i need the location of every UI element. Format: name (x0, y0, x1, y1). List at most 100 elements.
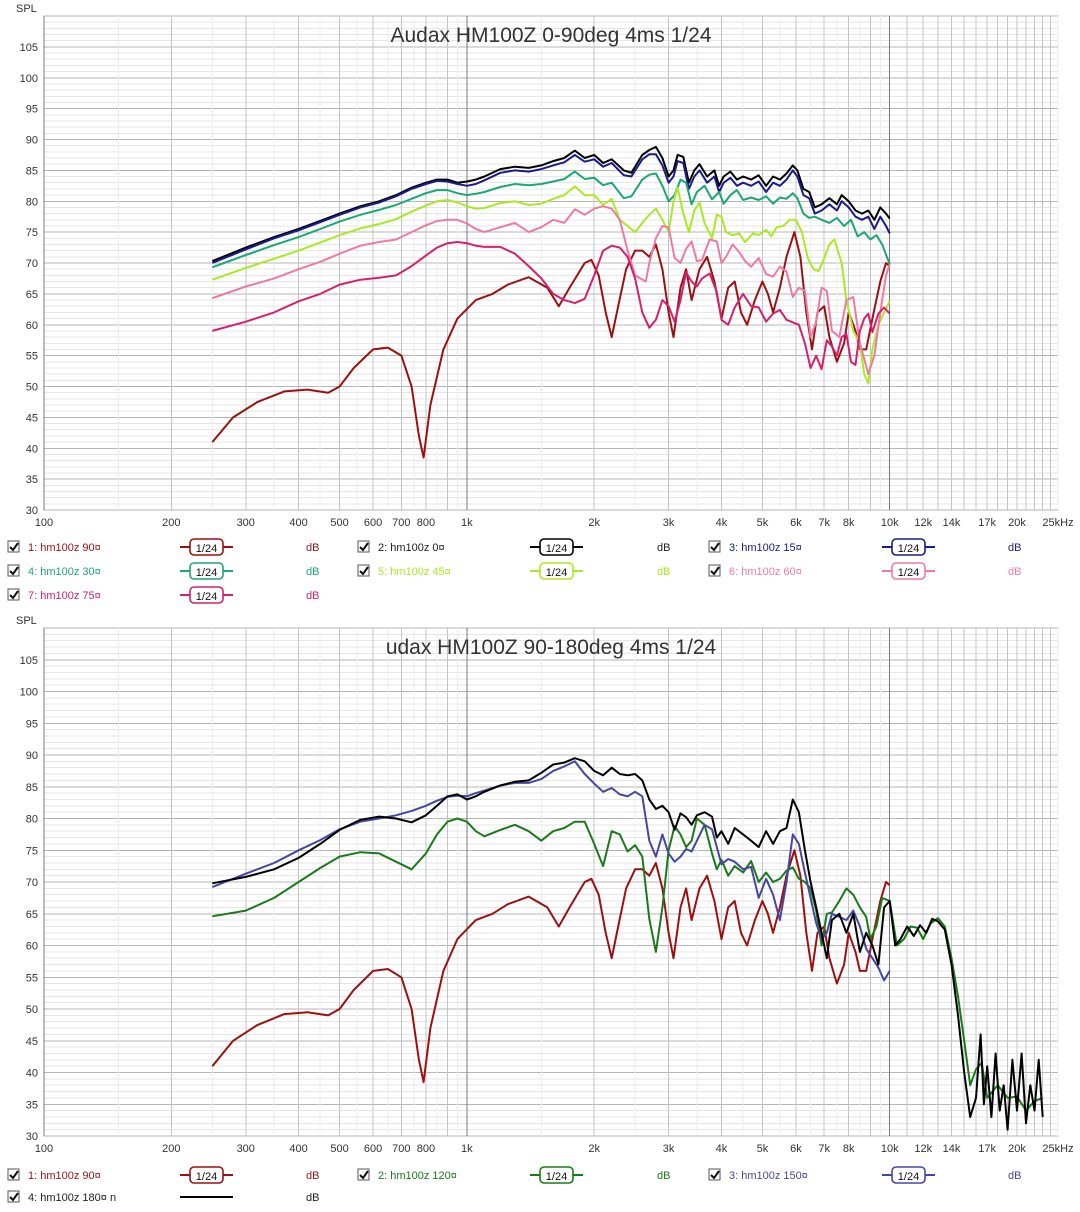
y-tick-label: 30 (26, 1131, 38, 1143)
grid (43, 15, 1059, 511)
legend-checkbox[interactable] (7, 1168, 20, 1181)
y-tick-label: 105 (20, 42, 38, 54)
legend-label: 4: hm100z 30¤ (28, 566, 101, 578)
series-line-5 (211, 185, 891, 385)
y-tick-label: 90 (26, 135, 38, 147)
x-tick-label: 5k (757, 517, 769, 529)
y-tick-label: 90 (26, 750, 38, 762)
legend-checkbox[interactable] (7, 588, 20, 601)
legend-checkbox[interactable] (708, 564, 721, 577)
x-tick-label: 7k (818, 517, 830, 529)
checkbox-box[interactable] (7, 1190, 20, 1203)
y-tick-label: 80 (26, 814, 38, 826)
legend-checkbox[interactable] (357, 564, 370, 577)
x-tick-label: 800 (417, 1143, 435, 1155)
y-tick-label: 70 (26, 877, 38, 889)
checkbox-box[interactable] (357, 540, 370, 553)
check-icon (710, 542, 720, 552)
legend-checkbox[interactable] (357, 540, 370, 553)
legend-label: 6: hm100z 60¤ (729, 566, 802, 578)
checkbox-box[interactable] (7, 588, 20, 601)
smoothing-badge[interactable] (891, 538, 926, 556)
legend-label: 3: hm100z 150¤ (729, 1170, 808, 1182)
smoothing-badge[interactable] (189, 1166, 224, 1184)
smoothing-badge[interactable] (189, 562, 224, 580)
series-line-4 (212, 757, 1044, 1131)
legend-checkbox[interactable] (7, 1190, 20, 1203)
legend-unit: dB (1008, 1170, 1021, 1182)
legend-unit: dB (657, 566, 670, 578)
y-tick-label: 45 (26, 412, 38, 424)
x-tick-label: 8k (843, 1143, 855, 1155)
smoothing-label: 1/24 (196, 591, 217, 603)
legend-checkbox[interactable] (708, 540, 721, 553)
x-tick-label: 300 (237, 517, 255, 529)
checkbox-box[interactable] (708, 1168, 721, 1181)
x-tick-label: 10k (881, 1143, 899, 1155)
y-tick-label: 75 (26, 845, 38, 857)
y-tick-label: 35 (26, 1099, 38, 1111)
x-tick-label: 4k (716, 1143, 728, 1155)
legend: 1: hm100z 90¤ 1/24 dB 2: hm100z 0¤ 1/24 dB 3: … (7, 538, 1021, 604)
x-tick-label: 25kHz (1042, 517, 1073, 529)
legend-unit: dB (306, 542, 319, 554)
smoothing-badge[interactable] (539, 1166, 574, 1184)
legend-unit: dB (657, 1170, 670, 1182)
legend-checkbox[interactable] (7, 564, 20, 577)
x-tick-label: 100 (35, 1143, 53, 1155)
x-tick-label: 14k (943, 517, 961, 529)
x-tick-label: 17k (978, 1143, 996, 1155)
legend-label: 7: hm100z 75¤ (28, 590, 101, 602)
smoothing-badge[interactable] (891, 562, 926, 580)
x-tick-label: 3k (663, 517, 675, 529)
smoothing-badge[interactable] (891, 1166, 926, 1184)
x-tick-label: 4k (716, 517, 728, 529)
legend-label: 2: hm100z 120¤ (378, 1170, 457, 1182)
smoothing-badge[interactable] (539, 562, 574, 580)
legend-item: 3: hm100z 150¤ 1/24 dB (708, 1166, 1021, 1184)
checkbox-box[interactable] (708, 540, 721, 553)
series-line-7 (212, 241, 891, 371)
x-tick-label: 5k (757, 1143, 769, 1155)
x-tick-label: 200 (162, 1143, 180, 1155)
y-tick-label: 35 (26, 474, 38, 486)
checkbox-box[interactable] (357, 1168, 370, 1181)
checkbox-box[interactable] (708, 564, 721, 577)
y-tick-label: 55 (26, 972, 38, 984)
y-tick-label: 105 (20, 655, 38, 667)
legend-label: 2: hm100z 0¤ (378, 542, 445, 554)
legend-item: 3: hm100z 15¤ 1/24 dB (708, 538, 1021, 556)
y-tick-label: 60 (26, 320, 38, 332)
y-tick-label: 85 (26, 782, 38, 794)
x-tick-label: 400 (289, 1143, 307, 1155)
legend-checkbox[interactable] (357, 1168, 370, 1181)
smoothing-badge[interactable] (189, 586, 224, 604)
check-icon (9, 1192, 19, 1202)
checkbox-box[interactable] (357, 564, 370, 577)
smoothing-badge[interactable] (539, 538, 574, 556)
x-tick-label: 8k (843, 517, 855, 529)
smoothing-badge[interactable] (189, 538, 224, 556)
x-tick-label: 6k (790, 1143, 802, 1155)
y-tick-label: 45 (26, 1036, 38, 1048)
y-tick-label: 100 (20, 73, 38, 85)
legend-unit: dB (306, 566, 319, 578)
x-tick-label: 12k (914, 1143, 932, 1155)
x-tick-label: 20k (1008, 517, 1026, 529)
y-tick-label: 60 (26, 941, 38, 953)
y-tick-label: 100 (20, 687, 38, 699)
legend-checkbox[interactable] (7, 540, 20, 553)
legend-label: 5: hm100z 45¤ (378, 566, 451, 578)
x-tick-label: 7k (818, 1143, 830, 1155)
checkbox-box[interactable] (7, 540, 20, 553)
checkbox-box[interactable] (7, 1168, 20, 1181)
x-tick-label: 10k (881, 517, 899, 529)
x-tick-label: 2k (588, 1143, 600, 1155)
smoothing-label: 1/24 (196, 1171, 217, 1183)
x-tick-label: 100 (35, 517, 53, 529)
checkbox-box[interactable] (7, 564, 20, 577)
legend-item: 2: hm100z 120¤ 1/24 dB (357, 1166, 670, 1184)
legend-unit: dB (1008, 566, 1021, 578)
y-tick-label: 30 (26, 505, 38, 517)
legend-checkbox[interactable] (708, 1168, 721, 1181)
